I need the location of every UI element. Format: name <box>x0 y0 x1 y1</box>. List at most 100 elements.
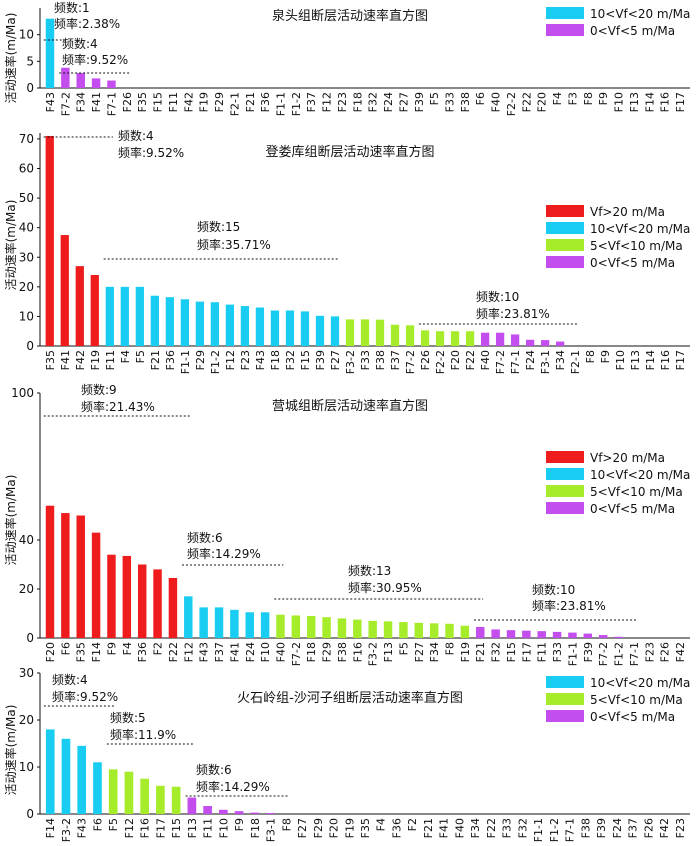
category-label: F42 <box>74 350 87 370</box>
bar-F43 <box>45 18 55 89</box>
category-label: F36 <box>136 642 149 662</box>
legend-label: 5<Vf<10 m/Ma <box>590 485 683 499</box>
category-label: F34 <box>469 818 482 838</box>
category-label: F18 <box>249 818 262 838</box>
category-label: F37 <box>627 818 640 838</box>
category-label: F11 <box>167 92 180 112</box>
annotation-frequency: 频率:11.9% <box>110 727 176 742</box>
category-label: F7-2 <box>290 642 303 666</box>
annotation-count: 频数:15 <box>197 219 240 234</box>
category-label: F11 <box>536 642 549 662</box>
category-label: F3-1 <box>265 818 278 842</box>
bar-F1-1 <box>180 299 189 346</box>
bar-F6 <box>61 513 70 638</box>
bar-F13 <box>187 797 197 814</box>
bar-F5 <box>135 286 144 346</box>
bar-F29 <box>195 301 205 346</box>
y-axis-label: 活动速率(m/Ma) <box>3 475 18 566</box>
category-label: F29 <box>321 642 334 662</box>
category-label: F26 <box>659 642 672 662</box>
bar-F18 <box>270 310 280 346</box>
bar-F4 <box>120 286 129 346</box>
annotation-frequency: 频率:21.43% <box>81 399 155 414</box>
category-label: F2-2 <box>434 350 447 374</box>
legend-swatch <box>546 693 584 705</box>
category-label: F21 <box>149 350 162 370</box>
category-label: F2-1 <box>228 92 241 116</box>
bar-F12 <box>225 304 235 346</box>
category-label: F35 <box>136 92 149 112</box>
category-label: F4 <box>121 642 134 655</box>
y-tick-label: 10 <box>19 309 34 323</box>
legend-swatch <box>546 24 584 36</box>
legend-label: 5<Vf<10 m/Ma <box>590 693 683 707</box>
bar-F38 <box>337 618 347 638</box>
category-label: F41 <box>438 818 451 838</box>
annotation-count: 频数:6 <box>187 530 223 545</box>
category-label: F21 <box>422 818 435 838</box>
category-label: F16 <box>659 92 672 112</box>
category-label: F33 <box>359 350 372 370</box>
category-label: F17 <box>674 92 687 112</box>
y-tick-label: 20 <box>19 582 34 596</box>
annotation-count: 频数:10 <box>476 289 519 304</box>
category-label: F34 <box>428 642 441 662</box>
chart-title: 泉头组断层活动速率直方图 <box>272 8 428 24</box>
bar-F5 <box>108 769 118 814</box>
y-tick-label: 10 <box>19 760 34 774</box>
category-label: F40 <box>274 642 287 662</box>
category-label: F7-1 <box>509 350 522 374</box>
category-label: F36 <box>390 818 403 838</box>
y-tick-label: 0 <box>26 807 34 821</box>
category-label: F22 <box>464 350 477 370</box>
category-label: F1-1 <box>274 92 287 116</box>
y-tick-label: 10 <box>19 28 34 42</box>
category-label: F29 <box>312 818 325 838</box>
y-tick-label: 0 <box>26 631 34 645</box>
bar-F33 <box>360 319 370 346</box>
legend-label: 0<Vf<5 m/Ma <box>590 24 675 38</box>
category-label: F20 <box>449 350 462 370</box>
category-label: F12 <box>224 350 237 370</box>
y-tick-label: 50 <box>19 191 34 205</box>
category-label: F27 <box>329 350 342 370</box>
category-label: F32 <box>490 642 503 662</box>
category-label: F34 <box>554 350 567 370</box>
y-axis-label: 活动速率(m/Ma) <box>3 705 18 796</box>
category-label: F35 <box>75 642 88 662</box>
category-label: F37 <box>213 642 226 662</box>
category-label: F23 <box>239 350 252 370</box>
category-label: F10 <box>259 642 272 662</box>
chart-title: 登娄库组断层活动速率直方图 <box>265 144 434 160</box>
category-label: F27 <box>296 818 309 838</box>
category-label: F43 <box>44 92 57 112</box>
bar-F2 <box>153 569 162 638</box>
category-label: F32 <box>367 92 380 112</box>
bar-F22 <box>465 331 475 346</box>
category-label: F14 <box>644 350 657 370</box>
legend-swatch <box>546 451 584 463</box>
legend-label: 0<Vf<5 m/Ma <box>590 256 675 270</box>
bar-F7-2 <box>291 615 301 638</box>
bar-F29 <box>322 617 331 638</box>
category-label: F6 <box>474 92 487 105</box>
annotation-count: 频数:1 <box>54 0 90 15</box>
category-label: F9 <box>105 642 118 655</box>
category-label: F1-2 <box>548 818 561 842</box>
bar-F5 <box>399 622 408 638</box>
category-label: F41 <box>59 350 72 370</box>
category-label: F38 <box>374 350 387 370</box>
y-tick-label: 60 <box>19 162 34 176</box>
category-label: F23 <box>336 92 349 112</box>
category-label: F10 <box>614 350 627 370</box>
category-label: F33 <box>501 818 514 838</box>
bar-F23 <box>240 306 250 346</box>
category-label: F6 <box>91 818 104 831</box>
category-label: F16 <box>659 350 672 370</box>
bar-F37 <box>214 607 224 638</box>
legend-swatch <box>546 468 584 480</box>
category-label: F9 <box>597 92 610 105</box>
annotation-count: 频数:4 <box>52 672 88 687</box>
bar-F38 <box>375 319 385 346</box>
